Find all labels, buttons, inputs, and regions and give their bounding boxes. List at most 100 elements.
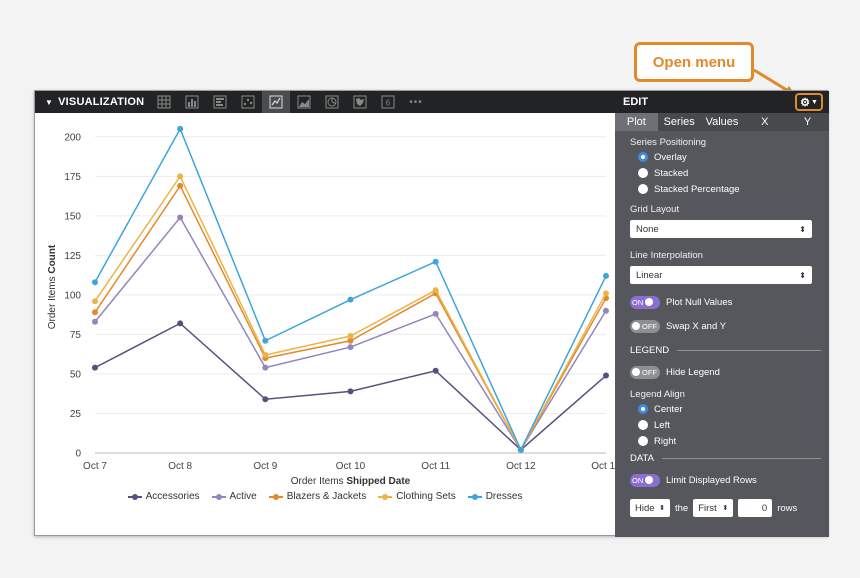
toggle-knob [645,476,654,484]
legend-section: LEGEND [630,343,821,357]
series-positioning-label: Series Positioning [630,136,707,148]
chart-legend: Accessories Active Blazers & Jackets Clothi… [35,491,615,502]
select-arrows-icon: ⬍ [722,505,729,512]
toggle-knob [632,368,640,376]
y-tick-label: 125 [64,251,81,262]
toggle-label: Hide Legend [666,366,720,378]
radio-label: Left [654,419,670,431]
bar-chart-icon[interactable] [206,91,234,113]
tab-series[interactable]: Series [663,116,695,128]
divider [677,349,821,351]
caret-down-icon: ▼ [810,98,818,106]
x-tick-label: Oct 13 [591,461,615,472]
tab-x[interactable]: X [761,116,769,128]
hide-legend-toggle[interactable]: OFF [630,365,660,379]
swap-xy-toggle[interactable]: OFF [630,319,660,333]
swap-xy-row: OFF Swap X and Y [630,317,821,335]
radio-selected-icon [638,152,648,162]
tab-plot[interactable]: Plot [615,113,658,131]
limit-rows-toggle[interactable]: ON [630,473,660,487]
radio-icon [638,168,648,178]
data-point [177,214,184,221]
table-chart-icon[interactable] [150,91,178,113]
legend-item[interactable]: Dresses [467,491,522,502]
radio-left[interactable]: Left [630,417,821,433]
radio-overlay[interactable]: Overlay [630,149,821,165]
grid-layout-select[interactable]: None ⬍ [630,220,812,238]
data-point [177,125,184,132]
y-tick-label: 0 [75,449,81,460]
limit-rows-row: ON Limit Displayed Rows [630,471,821,489]
legend-item[interactable]: Blazers & Jackets [268,491,366,502]
y-axis-title: Order Items Count [47,244,58,329]
y-tick-label: 200 [64,132,81,143]
legend-item[interactable]: Clothing Sets [378,491,456,502]
radio-stacked-percentage[interactable]: Stacked Percentage [630,181,821,197]
radio-label: Stacked [654,167,689,179]
more-options-icon[interactable]: ••• [409,96,423,108]
row-count-input[interactable]: 0 [738,499,773,517]
radio-icon [638,184,648,194]
radio-stacked[interactable]: Stacked [630,165,821,181]
data-point [347,337,354,344]
edit-header: EDIT ⚙ ▼ [615,91,829,113]
data-point [92,364,98,371]
select-arrows-icon: ⬍ [659,505,665,512]
column-chart-icon[interactable] [178,91,206,113]
scatter-chart-icon[interactable] [234,91,262,113]
data-point [262,351,269,358]
series-line [94,184,607,452]
plot-null-values-row: ON Plot Null Values [630,293,821,311]
area-chart-icon[interactable] [290,91,318,113]
caret-down-icon: ▼ [45,97,54,107]
select-value: None [636,223,659,235]
y-tick-label: 100 [64,290,81,301]
y-tick-label: 75 [70,330,82,341]
x-tick-label: Oct 11 [421,461,450,472]
plot-null-values-toggle[interactable]: ON [630,295,660,309]
line-interpolation-select[interactable]: Linear ⬍ [630,266,812,284]
x-tick-label: Oct 7 [83,461,107,472]
toggle-label: Swap X and Y [666,320,727,332]
x-tick-label: Oct 12 [506,461,536,472]
data-point [603,290,609,297]
legend-label: Accessories [145,491,200,502]
callout-label: Open menu [652,53,736,71]
settings-menu-button[interactable]: ⚙ ▼ [795,93,823,111]
section-title: DATA [630,452,654,464]
edit-title: EDIT [623,96,649,108]
x-tick-label: Oct 8 [168,461,192,472]
data-point [92,279,98,286]
data-point [347,344,354,351]
first-last-select[interactable]: First ⬍ [693,499,734,517]
single-value-icon[interactable]: 6 [374,91,402,113]
radio-label: Stacked Percentage [654,183,740,195]
legend-swatch [378,493,393,501]
legend-item[interactable]: Active [211,491,257,502]
y-tick-label: 175 [64,172,81,183]
legend-item[interactable]: Accessories [127,491,200,502]
legend-swatch [268,493,283,501]
open-menu-callout: Open menu [634,42,754,82]
data-point [177,182,184,189]
line-chart-icon[interactable] [262,91,290,113]
tab-y[interactable]: Y [803,116,812,128]
pie-chart-icon[interactable] [318,91,346,113]
radio-icon [638,436,648,446]
rows-label: rows [777,502,798,514]
radio-right[interactable]: Right [630,433,821,449]
visualization-toggle[interactable]: ▼ VISUALIZATION [35,96,150,108]
data-point [517,446,524,453]
radio-center[interactable]: Center [630,401,821,417]
data-point [603,372,609,379]
map-chart-icon[interactable] [346,91,374,113]
visualization-frame: ▼ VISUALIZATION [34,90,829,537]
data-point [603,307,609,314]
gear-icon: ⚙ [800,96,810,109]
data-point [262,337,269,344]
hide-show-select[interactable]: Hide ⬍ [630,499,670,517]
legend-label: Active [229,491,257,502]
series-line [94,127,607,452]
tab-values[interactable]: Values [705,116,739,128]
toggle-state: OFF [642,367,657,377]
